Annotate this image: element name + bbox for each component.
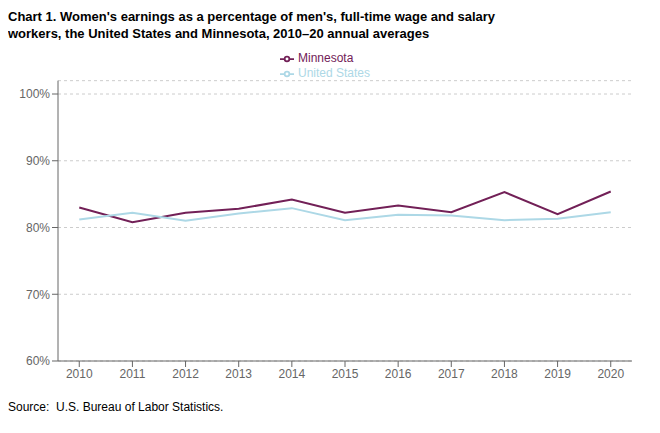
svg-text:2016: 2016 <box>385 367 412 381</box>
html-text:workers, the United States and: workers, the United States and Minnesota… <box>8 26 430 41</box>
svg-text:60%: 60% <box>26 354 50 368</box>
svg-text:90%: 90% <box>26 154 50 168</box>
svg-text:100%: 100% <box>19 87 50 101</box>
svg-text:80%: 80% <box>26 221 50 235</box>
svg-text:2011: 2011 <box>120 367 146 381</box>
svg-text:2014: 2014 <box>279 367 306 381</box>
html-text:Source: U.S. Bureau of Labor S: Source: U.S. Bureau of Labor Statistics. <box>8 400 224 414</box>
svg-text:2010: 2010 <box>66 367 93 381</box>
svg-text:2015: 2015 <box>332 367 359 381</box>
svg-text:2013: 2013 <box>225 367 252 381</box>
svg-text:2012: 2012 <box>172 367 199 381</box>
svg-text:70%: 70% <box>26 288 50 302</box>
svg-text:2019: 2019 <box>544 367 571 381</box>
html-text:United States: United States <box>298 65 370 80</box>
svg-text:2017: 2017 <box>438 367 465 381</box>
html-text:Chart 1. Women's earnings as a: Chart 1. Women's earnings as a percentag… <box>8 9 496 24</box>
svg-text:2020: 2020 <box>597 367 624 381</box>
svg-text:2018: 2018 <box>491 367 518 381</box>
html-text:Minnesota: Minnesota <box>298 51 354 65</box>
